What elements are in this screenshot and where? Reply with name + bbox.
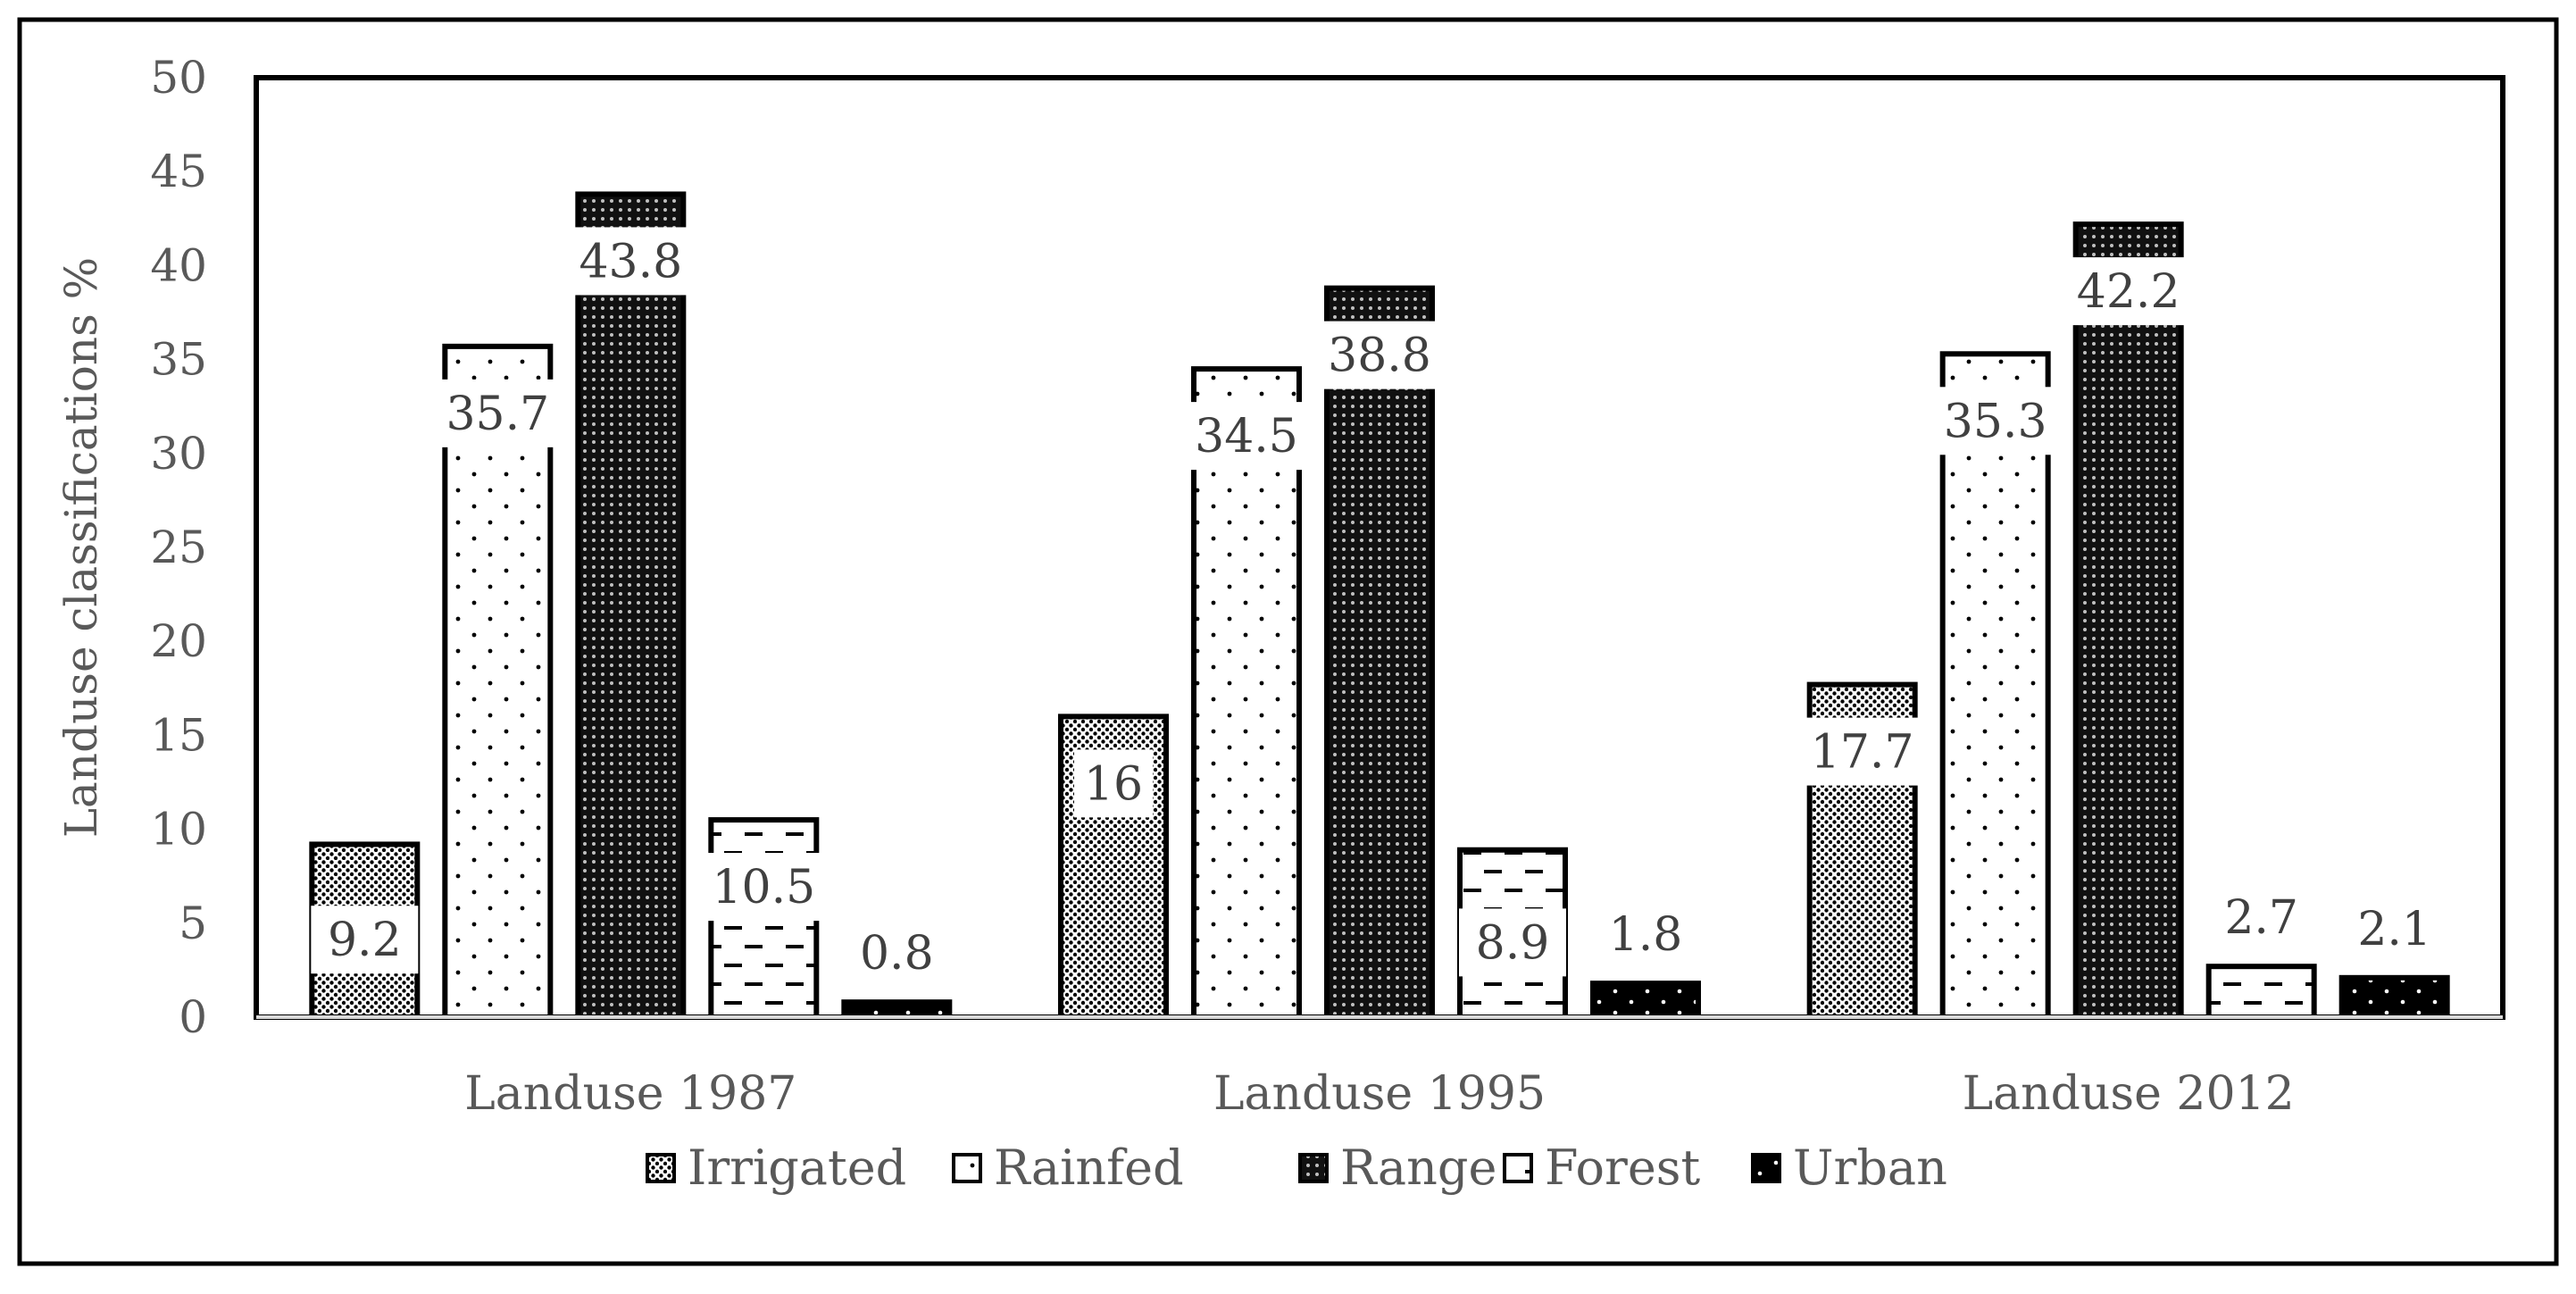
y-tick-label: 15 bbox=[150, 709, 207, 761]
x-category-label: Landuse 2012 bbox=[1963, 1067, 2295, 1121]
data-label-bg bbox=[563, 227, 699, 296]
legend-label-rainfed: Rainfed bbox=[994, 1140, 1184, 1196]
legend-label-irrigated: Irrigated bbox=[688, 1140, 906, 1196]
y-tick-label: 5 bbox=[179, 897, 207, 949]
y-tick-label: 40 bbox=[150, 239, 207, 291]
data-label: 1.8 bbox=[1609, 908, 1683, 962]
bar-range-1 bbox=[575, 191, 687, 1020]
data-label-bg bbox=[2207, 883, 2315, 952]
data-label-bg bbox=[1312, 321, 1447, 389]
bar-range-2 bbox=[1324, 285, 1435, 1020]
x-category-label: Landuse 1987 bbox=[464, 1067, 796, 1121]
legend-label-forest: Forest bbox=[1545, 1140, 1701, 1196]
y-tick-label: 50 bbox=[150, 52, 207, 104]
y-tick-label: 35 bbox=[150, 334, 207, 386]
data-label: 38.8 bbox=[1328, 330, 1431, 383]
data-label: 2.1 bbox=[2357, 903, 2431, 956]
data-label-bg bbox=[1074, 749, 1153, 818]
bar-urban-3 bbox=[2338, 974, 2450, 1021]
data-label: 35.3 bbox=[1944, 395, 2047, 448]
data-label: 42.2 bbox=[2077, 265, 2180, 319]
y-tick-label: 30 bbox=[150, 428, 207, 480]
data-label-bg bbox=[311, 906, 419, 974]
data-label: 34.5 bbox=[1195, 410, 1298, 463]
legend: Irrigated Rainfed Range Forest Urban bbox=[646, 1140, 1947, 1196]
data-label-bg bbox=[843, 919, 951, 988]
bar-urban-1 bbox=[841, 999, 953, 1020]
y-tick-label: 20 bbox=[150, 615, 207, 667]
data-label-bg bbox=[1179, 402, 1314, 471]
x-axis-labels: Landuse 1987 Landuse 1995 Landuse 2012 bbox=[464, 1067, 2294, 1121]
x-category-label: Landuse 1995 bbox=[1213, 1067, 1546, 1121]
data-label: 2.7 bbox=[2224, 891, 2298, 945]
data-label: 10.5 bbox=[712, 861, 815, 914]
data-label-bg bbox=[1794, 717, 1930, 786]
bar-rainfed-3 bbox=[1939, 351, 2051, 1020]
data-label: 0.8 bbox=[860, 927, 934, 981]
y-tick-label: 45 bbox=[150, 146, 207, 197]
data-label: 35.7 bbox=[446, 388, 549, 441]
bar-rainfed-2 bbox=[1191, 366, 1302, 1020]
legend-swatch-irrigated bbox=[646, 1153, 676, 1183]
data-label: 8.9 bbox=[1476, 916, 1550, 970]
y-axis-title: Landuse classifications % bbox=[55, 257, 107, 838]
legend-label-range: Range bbox=[1340, 1140, 1496, 1196]
data-label: 43.8 bbox=[579, 235, 682, 288]
data-label: 9.2 bbox=[328, 914, 402, 967]
data-label-bg bbox=[1592, 900, 1699, 969]
legend-swatch-urban bbox=[1751, 1153, 1781, 1183]
data-label-bg bbox=[1927, 387, 2063, 455]
data-label: 17.7 bbox=[1811, 726, 1914, 780]
y-tick-label: 10 bbox=[150, 804, 207, 856]
bar-urban-2 bbox=[1590, 981, 1701, 1021]
data-label-bg bbox=[2060, 257, 2197, 326]
data-label-bg bbox=[2340, 894, 2448, 963]
legend-swatch-forest bbox=[1503, 1153, 1533, 1183]
outer-frame bbox=[17, 17, 2559, 1266]
y-axis-ticks: 0 5 10 15 20 25 30 35 40 45 50 bbox=[150, 52, 207, 1043]
data-label: 16 bbox=[1084, 757, 1143, 811]
legend-swatch-range bbox=[1298, 1153, 1329, 1183]
y-tick-label: 0 bbox=[179, 991, 207, 1043]
bar-forest-3 bbox=[2205, 964, 2317, 1021]
data-label-group: 9.2 35.7 43.8 10.5 0.8 16 34.5 38.8 8.9 1.8 17.7 35… bbox=[311, 227, 2448, 988]
y-tick-label: 25 bbox=[150, 522, 207, 573]
bar-range-3 bbox=[2072, 221, 2184, 1020]
legend-label-urban: Urban bbox=[1793, 1140, 1947, 1196]
data-label-bg bbox=[696, 853, 832, 922]
data-label-bg bbox=[429, 379, 566, 447]
data-label-bg bbox=[1459, 908, 1566, 977]
legend-swatch-rainfed bbox=[952, 1153, 982, 1183]
